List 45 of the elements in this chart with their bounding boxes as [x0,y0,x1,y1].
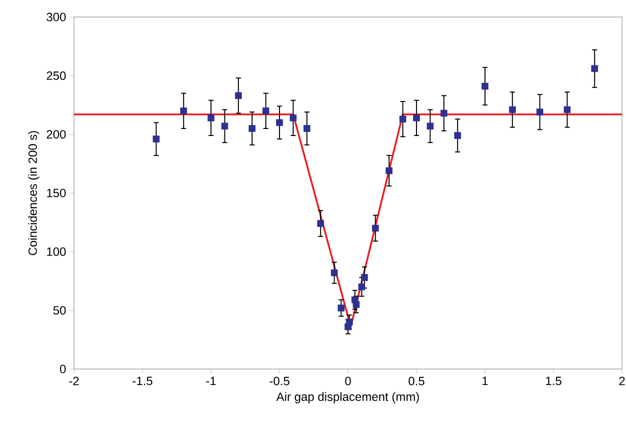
point [372,224,379,232]
point [180,107,187,114]
x-axis-title: Air gap displacement (mm) [276,392,419,404]
y-tick-label: 200 [46,130,66,139]
y-tick-label: 150 [47,188,66,198]
point [221,122,228,130]
point [454,132,462,139]
y-tick-label: 50 [53,306,66,315]
x-tick-label: -2 [69,376,79,386]
y-tick-label: 250 [46,71,66,80]
point [330,269,338,276]
y-tick-label: 100 [47,247,66,256]
x-tick-label: 1 [482,376,488,386]
point [536,108,544,116]
point [591,65,598,72]
point [235,92,242,100]
x-tick-label: -1 [206,376,216,386]
x-tick-label: 2 [619,376,625,386]
point [399,116,406,122]
y-tick-label: 300 [46,12,66,22]
point [290,114,297,122]
point [386,167,392,174]
x-tick-label: 0 [345,376,351,386]
point [338,304,345,312]
point [262,107,270,114]
point [208,114,214,122]
point [304,125,310,132]
y-tick-label: 0 [60,364,66,374]
point [248,125,256,132]
point [346,318,353,326]
y-axis-title: Coincidences (in 200 s) [28,131,40,256]
point [317,220,324,227]
point [276,119,283,126]
point [152,136,160,142]
point [361,274,368,281]
x-tick-label: 1.5 [546,376,562,386]
point [426,122,434,130]
x-tick-label: -0.5 [270,376,290,386]
point [440,110,448,117]
point [413,114,420,122]
point [482,82,488,90]
x-tick-label: 0.5 [408,376,424,386]
point [509,106,516,114]
x-tick-label: -1.5 [132,376,152,386]
point [564,106,571,114]
